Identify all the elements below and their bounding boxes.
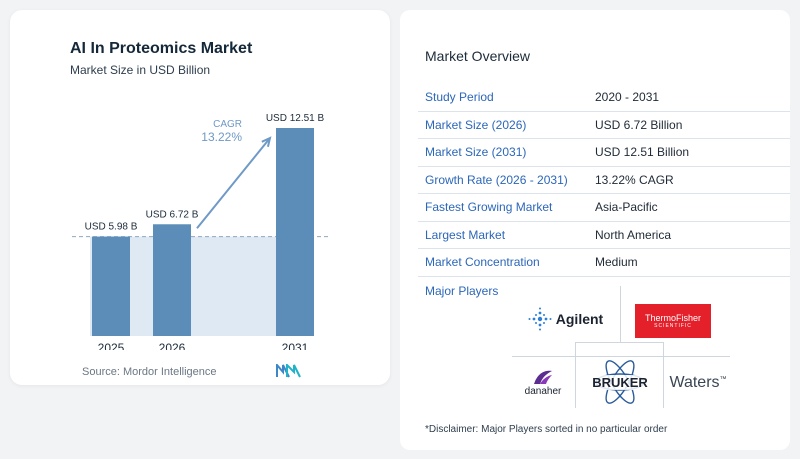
waters-text: Waters: [669, 374, 720, 391]
source-text: Source: Mordor Intelligence: [82, 366, 217, 378]
overview-row: Largest Market North America: [418, 222, 790, 249]
agilent-logo: Agilent: [520, 300, 610, 338]
overview-title: Market Overview: [425, 48, 531, 64]
major-players-title: Major Players: [425, 284, 499, 298]
overview-row: Market Size (2026) USD 6.72 Billion: [418, 112, 790, 139]
x-tick-label: 2031: [282, 341, 309, 350]
bar-2031: [276, 128, 314, 336]
row-value: Asia-Pacific: [595, 200, 658, 215]
agilent-spark-icon: [528, 307, 552, 331]
bar-value-label: USD 5.98 B: [85, 222, 138, 233]
thermofisher-logo: ThermoFisher SCIENTIFIC: [635, 304, 711, 338]
danaher-swoosh-icon: [534, 370, 552, 384]
waters-logo: Waters ™: [664, 368, 732, 398]
row-value: USD 12.51 Billion: [595, 145, 690, 160]
bruker-logo: BRUKER: [580, 360, 660, 404]
row-value: USD 6.72 Billion: [595, 117, 683, 132]
bar-2026: [153, 224, 191, 336]
cagr-arrow-line: [196, 137, 271, 229]
danaher-text: danaher: [524, 385, 562, 397]
overview-row: Growth Rate (2026 - 2031) 13.22% CAGR: [418, 167, 790, 194]
overview-row: Market Concentration Medium: [418, 249, 790, 277]
row-label: Market Size (2026): [425, 117, 527, 132]
overview-row: Fastest Growing Market Asia-Pacific: [418, 194, 790, 222]
row-label: Market Size (2031): [425, 145, 527, 160]
row-value: Medium: [595, 255, 638, 270]
logo-divider: [575, 342, 576, 408]
waters-tm: ™: [719, 375, 727, 383]
row-label: Fastest Growing Market: [425, 200, 553, 215]
mordor-logo-icon: [276, 364, 301, 378]
bar-value-label: USD 12.51 B: [266, 113, 325, 124]
row-label: Growth Rate (2026 - 2031): [425, 172, 568, 187]
row-value: North America: [595, 227, 672, 242]
overview-row: Study Period 2020 - 2031: [418, 84, 790, 112]
cagr-value: 13.22%: [201, 130, 242, 144]
thermo-text: ThermoFisher: [644, 312, 701, 323]
row-label: Largest Market: [425, 227, 506, 242]
cagr-arrow-head: [261, 136, 272, 147]
chart-title: AI In Proteomics Market: [70, 40, 253, 57]
agilent-text: Agilent: [555, 311, 604, 327]
cagr-label: CAGR: [213, 119, 242, 130]
logo-divider: [620, 286, 621, 342]
row-value: 13.22% CAGR: [595, 172, 674, 187]
chart-subtitle: Market Size in USD Billion: [70, 63, 211, 77]
danaher-logo: danaher: [513, 364, 573, 400]
row-value: 2020 - 2031: [595, 90, 660, 105]
x-tick-label: 2026: [159, 341, 186, 350]
overview-row: Market Size (2031) USD 12.51 Billion: [418, 139, 790, 167]
bruker-text: BRUKER: [590, 374, 650, 390]
bar-value-label: USD 6.72 B: [146, 209, 199, 220]
thermo-scientific-text: SCIENTIFIC: [654, 322, 692, 329]
row-label: Market Concentration: [425, 255, 540, 270]
row-label: Study Period: [425, 90, 494, 105]
bar-chart: USD 5.98 B 2025 USD 6.72 B 2026 USD 12.51 B 2…: [72, 113, 328, 350]
overview-table: Study Period 2020 - 2031 Market Size (20…: [418, 84, 790, 277]
x-tick-label: 2025: [98, 341, 125, 350]
bar-2025: [92, 236, 130, 336]
logo-divider: [663, 342, 664, 408]
logo-divider: [512, 356, 730, 357]
logo-divider: [575, 342, 663, 343]
disclaimer-text: *Disclaimer: Major Players sorted in no …: [425, 424, 668, 435]
